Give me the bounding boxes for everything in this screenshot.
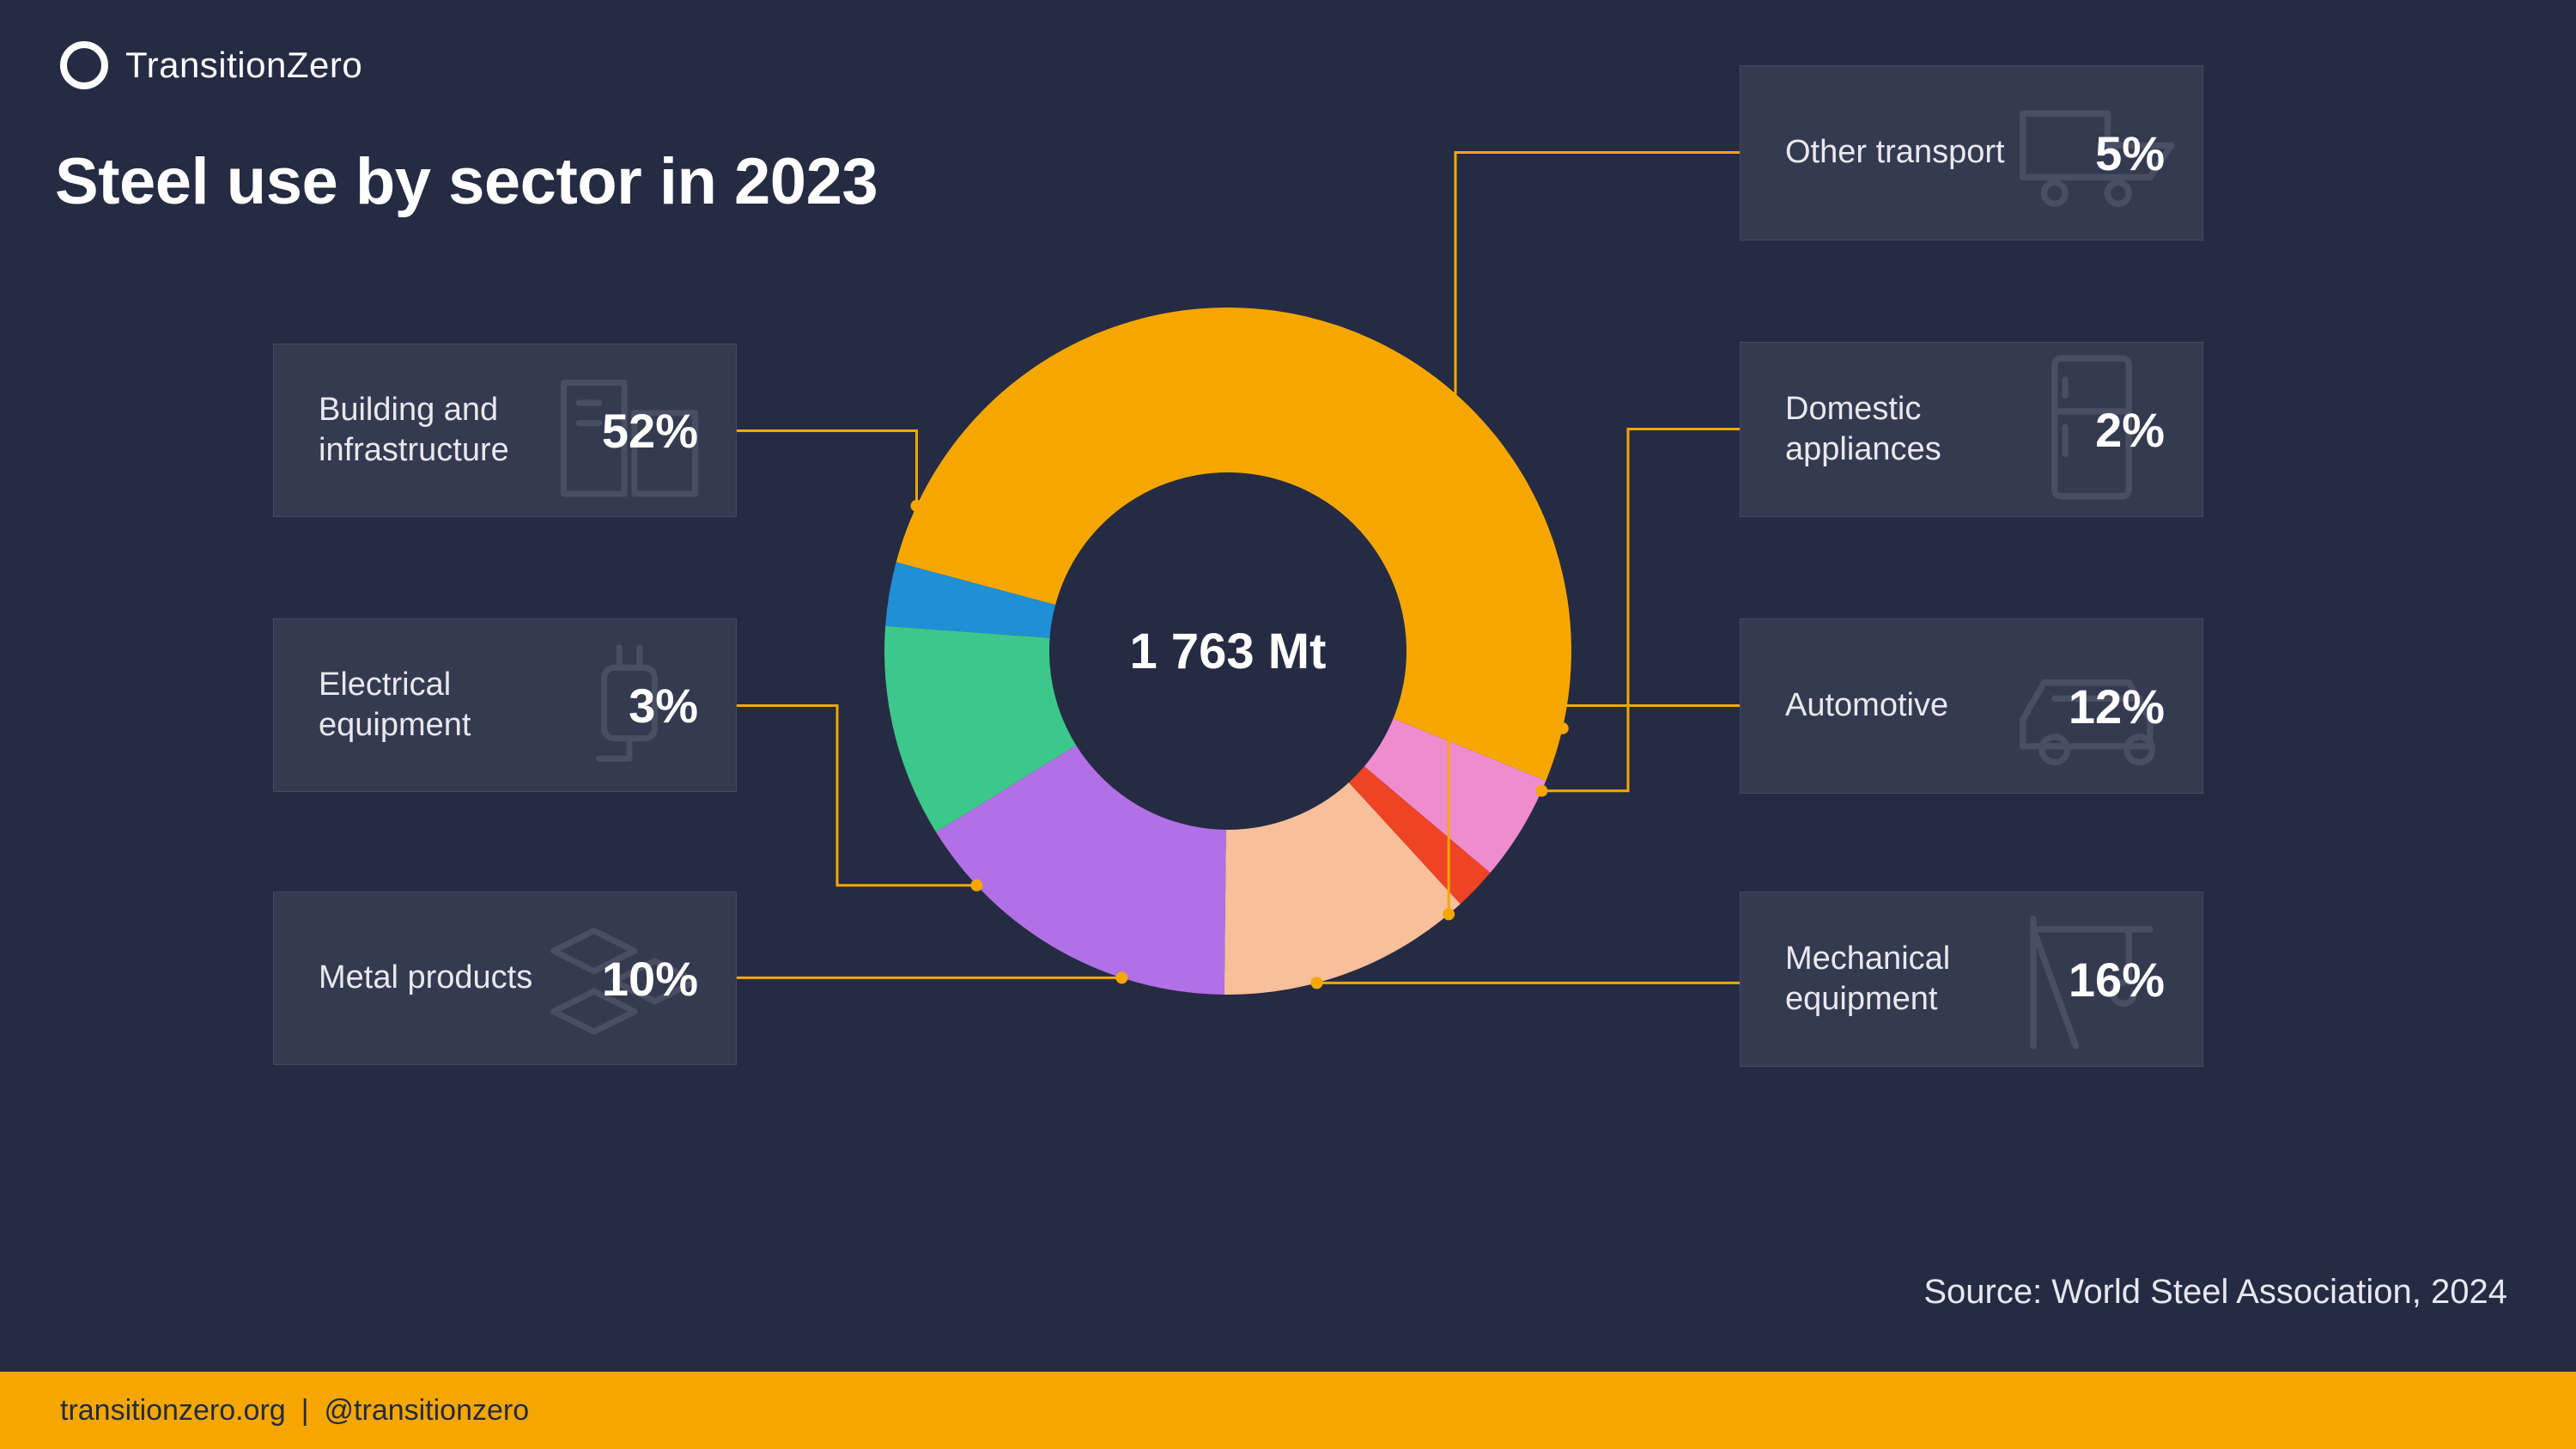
card-label: Electrical equipment [319,665,576,746]
brand-name: TransitionZero [125,45,362,86]
card-label: Domestic appliances [1785,389,2043,471]
card-other_tx: Other transport 5% [1740,65,2203,240]
card-value: 10% [602,951,698,1007]
footer-bar: transitionzero.org | @transitionzero [0,1372,2576,1449]
card-label: Automotive [1785,685,1948,727]
page-title: Steel use by sector in 2023 [55,144,878,219]
card-metal: Metal products 10% [273,892,737,1065]
card-mechanical: Mechanical equipment 16% [1740,892,2203,1067]
card-value: 3% [629,678,698,734]
card-value: 12% [2069,679,2165,734]
card-value: 2% [2095,402,2165,458]
donut-svg [867,290,1589,1012]
card-building: Building and infrastructure 52% [273,344,737,517]
card-value: 5% [2095,125,2165,181]
brand-logo: TransitionZero [60,41,362,89]
card-label: Metal products [319,958,532,999]
brand-ring-icon [60,41,108,89]
card-value: 52% [602,403,698,459]
card-automotive: Automotive 12% [1740,618,2203,794]
slide: TransitionZero Steel use by sector in 20… [0,0,2576,1449]
card-label: Other transport [1785,132,2005,174]
card-electrical: Electrical equipment 3% [273,618,737,792]
donut-chart: 1 763 Mt [867,290,1589,1012]
footer-handle: @transitionzero [325,1394,530,1428]
card-label: Mechanical equipment [1785,939,2043,1020]
card-value: 16% [2069,952,2165,1008]
card-domestic: Domestic appliances 2% [1740,342,2203,517]
source-text: Source: World Steel Association, 2024 [1923,1273,2507,1312]
footer-separator: | [301,1394,309,1428]
footer-site: transitionzero.org [60,1394,286,1428]
card-label: Building and infrastructure [319,390,576,472]
